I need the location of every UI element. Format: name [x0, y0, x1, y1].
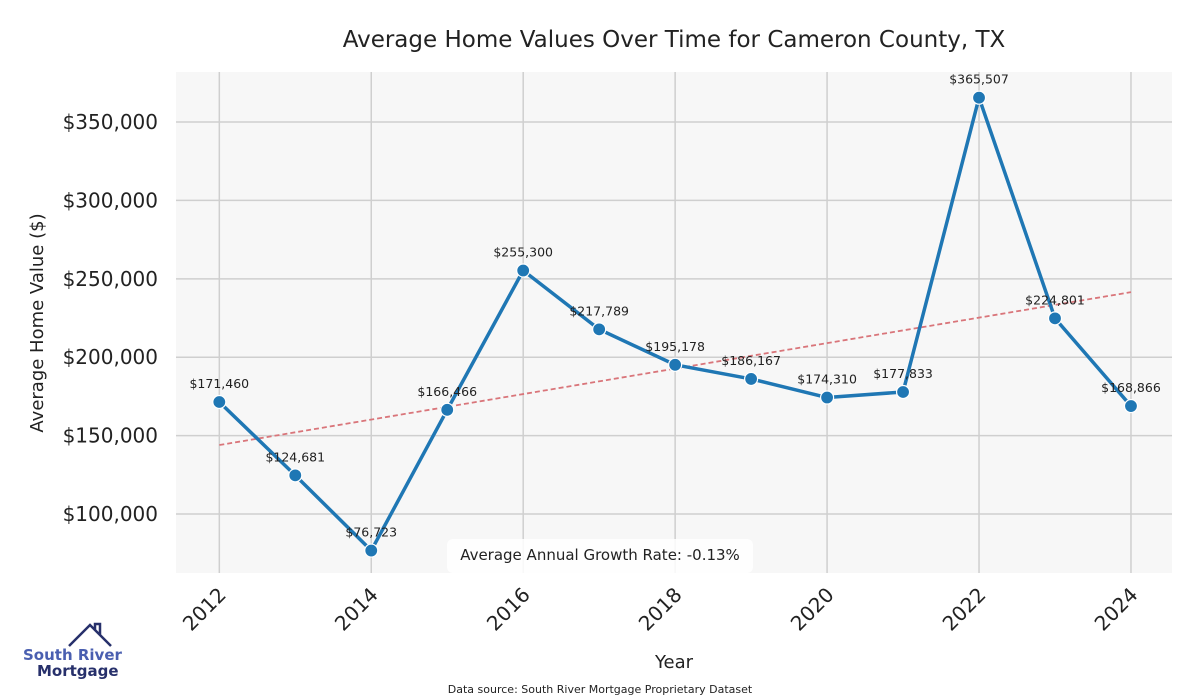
data-point [971, 90, 987, 105]
data-point [516, 263, 531, 278]
data-point [744, 371, 759, 387]
data-label: $365,507 [949, 72, 1009, 87]
data-point [1123, 398, 1139, 414]
data-label: $186,167 [721, 353, 781, 368]
data-label: $177,833 [873, 366, 933, 381]
data-point [288, 468, 303, 483]
y-tick-label: $350,000 [63, 110, 158, 134]
data-label: $255,300 [493, 245, 553, 260]
data-label: $124,681 [265, 449, 325, 464]
trend-line [219, 291, 1132, 446]
data-point [668, 357, 683, 372]
data-label: $195,178 [645, 339, 705, 354]
x-tick-label: 2014 [330, 583, 383, 636]
y-tick-label: $300,000 [63, 188, 158, 212]
x-axis-label: Year [654, 652, 694, 673]
chart-title: Average Home Values Over Time for Camero… [343, 27, 1006, 53]
data-point [440, 402, 455, 417]
data-point [895, 384, 911, 400]
y-tick-label: $100,000 [63, 502, 158, 526]
x-tick-label: 2016 [482, 583, 535, 636]
data-label: $217,789 [569, 303, 629, 318]
logo-line2: Mortgage [37, 662, 119, 680]
data-label: $174,310 [797, 372, 857, 387]
data-point [364, 543, 379, 558]
data-source: Data source: South River Mortgage Propri… [448, 683, 753, 696]
data-label: $171,460 [189, 376, 249, 391]
data-label: $76,723 [345, 525, 397, 540]
y-tick-label: $150,000 [63, 424, 158, 448]
x-tick-label: 2020 [786, 583, 839, 636]
y-tick-label: $250,000 [63, 267, 158, 291]
y-tick-label: $200,000 [63, 345, 158, 369]
data-label: $166,466 [417, 384, 477, 399]
x-tick-label: 2024 [1090, 583, 1143, 636]
x-tick-label: 2018 [634, 583, 687, 636]
data-label: $168,866 [1101, 380, 1161, 395]
x-tick-label: 2012 [178, 583, 231, 636]
plot-area [176, 72, 1172, 573]
logo-line1: South River [23, 646, 123, 664]
data-point [592, 322, 607, 337]
logo: South River Mortgage [23, 622, 123, 680]
growth-rate-text: Average Annual Growth Rate: -0.13% [460, 546, 740, 564]
data-point [1047, 311, 1063, 326]
y-axis-label: Average Home Value ($) [27, 213, 48, 432]
growth-rate-annotation: Average Annual Growth Rate: -0.13% [447, 539, 753, 573]
data-point [819, 390, 835, 405]
data-point [212, 394, 227, 410]
house-roof-icon [68, 622, 112, 647]
x-tick-label: 2022 [938, 583, 991, 636]
data-label: $224,801 [1025, 292, 1085, 307]
